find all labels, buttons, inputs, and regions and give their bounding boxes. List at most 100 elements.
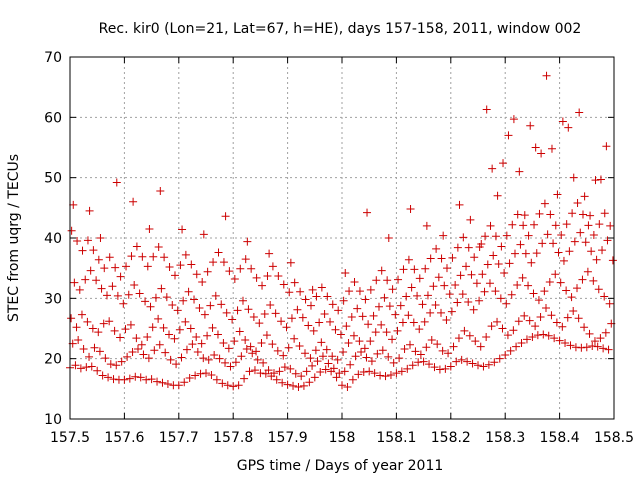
x-tick-labels: 157.5 157.6 157.7 157.8 157.9 158 158.1 158.2 15… xyxy=(50,430,634,446)
data-point xyxy=(481,232,490,241)
data-point xyxy=(317,338,326,347)
data-point xyxy=(427,335,436,344)
data-point xyxy=(359,367,368,376)
data-point xyxy=(499,159,508,168)
data-point xyxy=(447,307,456,316)
data-point xyxy=(88,324,97,333)
data-point xyxy=(587,247,596,256)
data-point xyxy=(123,352,132,361)
data-point xyxy=(322,345,331,354)
data-point xyxy=(326,317,335,326)
data-point xyxy=(377,266,386,275)
data-point xyxy=(129,197,138,206)
data-point xyxy=(355,337,364,346)
data-point xyxy=(471,337,480,346)
data-point xyxy=(506,346,515,355)
data-point xyxy=(224,344,233,353)
data-point xyxy=(435,365,444,374)
data-point xyxy=(258,281,267,290)
x-axis-label: GPS time / Days of year 2011 xyxy=(237,458,444,474)
data-point xyxy=(570,237,579,246)
data-point xyxy=(275,367,284,376)
data-point xyxy=(378,346,387,355)
data-point xyxy=(125,374,134,383)
data-point xyxy=(413,291,422,300)
data-point xyxy=(105,317,114,326)
data-point xyxy=(282,323,291,332)
y-tick-label: 50 xyxy=(44,171,62,187)
data-point xyxy=(502,231,511,240)
data-point xyxy=(279,280,288,289)
data-point xyxy=(509,115,518,124)
data-point xyxy=(181,250,190,259)
data-point xyxy=(449,342,458,351)
data-point xyxy=(296,287,305,296)
data-point xyxy=(393,326,402,335)
data-point xyxy=(248,349,257,358)
data-point xyxy=(334,306,343,315)
data-point xyxy=(329,364,338,373)
data-point xyxy=(505,259,514,268)
y-tick-label: 30 xyxy=(44,291,62,307)
data-point xyxy=(460,326,469,335)
data-point xyxy=(346,360,355,369)
data-point xyxy=(534,296,543,305)
data-point xyxy=(263,272,272,281)
data-point xyxy=(438,346,447,355)
data-point xyxy=(558,322,567,331)
data-point xyxy=(339,296,348,305)
data-point xyxy=(591,176,600,185)
data-point xyxy=(215,354,224,363)
data-point xyxy=(467,270,476,279)
data-point xyxy=(324,359,333,368)
y-tick-label: 10 xyxy=(44,412,62,428)
data-point xyxy=(596,175,605,184)
data-point xyxy=(234,381,243,390)
data-point xyxy=(426,308,435,317)
data-point xyxy=(494,259,503,268)
data-point xyxy=(425,360,434,369)
data-point xyxy=(246,342,255,351)
data-point xyxy=(508,220,517,229)
data-point xyxy=(569,307,578,316)
data-point xyxy=(245,367,254,376)
data-point xyxy=(197,339,206,348)
data-point xyxy=(117,357,126,366)
data-point xyxy=(360,344,369,353)
data-point xyxy=(255,319,264,328)
data-point xyxy=(109,375,118,384)
x-tick-label: 157.7 xyxy=(159,430,199,446)
data-point xyxy=(496,294,505,303)
data-point xyxy=(67,314,76,323)
data-point xyxy=(350,278,359,287)
data-point xyxy=(166,355,175,364)
data-point xyxy=(264,366,273,375)
data-point xyxy=(148,323,157,332)
data-point xyxy=(235,327,244,336)
data-point xyxy=(571,343,580,352)
data-point xyxy=(333,355,342,364)
data-point xyxy=(602,142,611,151)
data-point xyxy=(369,311,378,320)
data-point xyxy=(605,299,614,308)
data-point xyxy=(353,304,362,313)
data-point xyxy=(203,331,212,340)
data-point xyxy=(489,251,498,260)
data-point xyxy=(184,287,193,296)
data-point xyxy=(83,317,92,326)
data-point xyxy=(175,325,184,334)
data-point xyxy=(464,297,473,306)
data-point xyxy=(178,225,187,234)
data-point xyxy=(320,310,329,319)
data-point xyxy=(577,343,586,352)
data-point xyxy=(203,267,212,276)
data-point xyxy=(309,326,318,335)
data-point xyxy=(79,345,88,354)
data-point xyxy=(515,167,524,176)
data-point xyxy=(355,287,364,296)
data-point xyxy=(397,367,406,376)
data-point xyxy=(312,292,321,301)
data-point xyxy=(525,316,534,325)
data-point xyxy=(157,284,166,293)
data-point xyxy=(190,295,199,304)
